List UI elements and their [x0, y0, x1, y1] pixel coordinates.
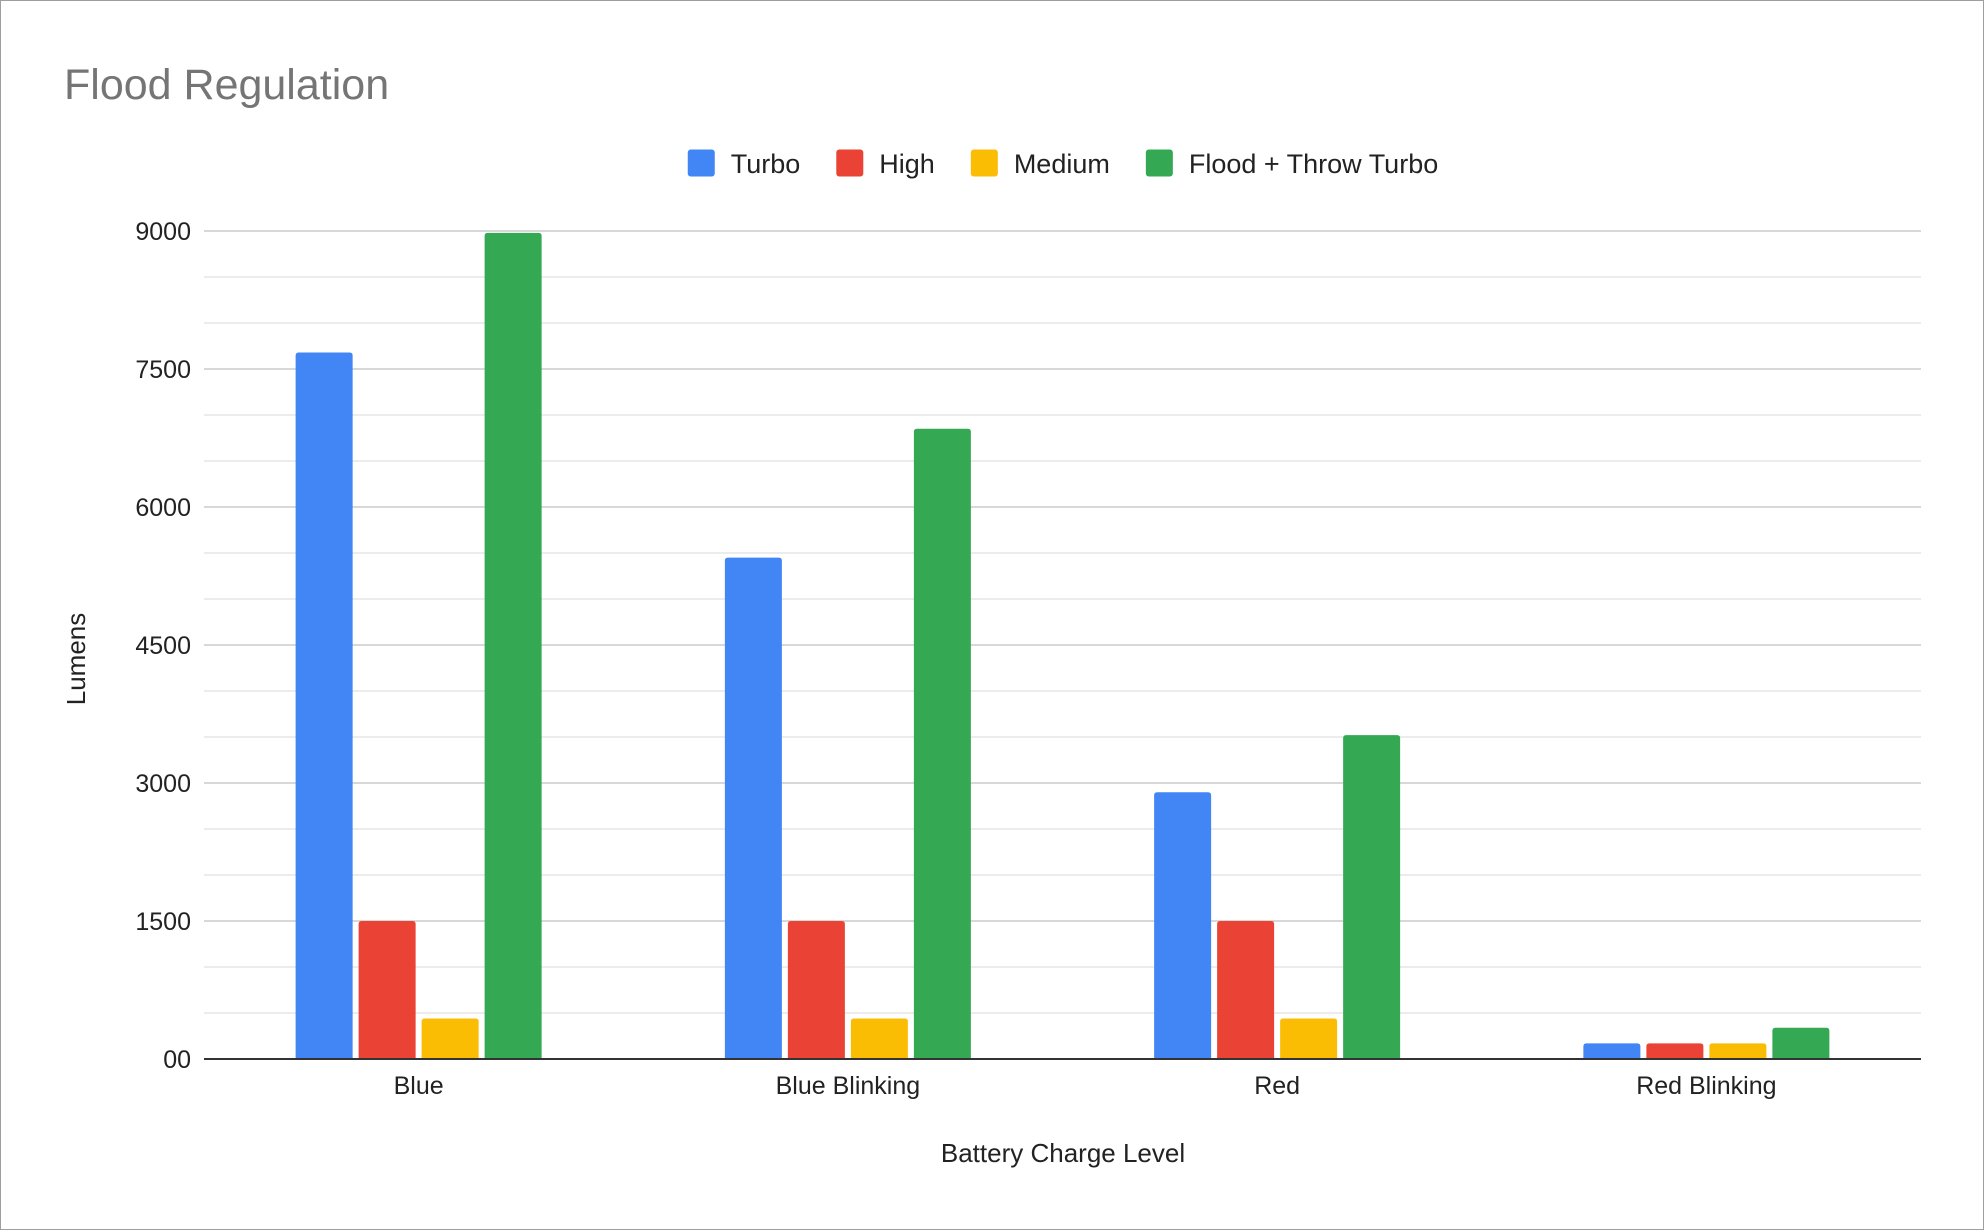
bar-high-red — [1217, 921, 1275, 1059]
bar-flood-throw-turbo-blue — [484, 232, 542, 1060]
y-axis-title: Lumens — [61, 613, 91, 706]
y-tick-label: 7500 — [135, 356, 191, 384]
x-tick-label: Blue — [394, 1072, 444, 1100]
bar-turbo-red — [1154, 792, 1212, 1059]
y-tick-label: 4500 — [135, 632, 191, 660]
x-tick-label: Red Blinking — [1636, 1072, 1776, 1100]
bar-medium-red — [1280, 1018, 1338, 1059]
legend-label-high: High — [879, 149, 935, 179]
bar-turbo-blue-blinking — [724, 557, 782, 1059]
chart-title: Flood Regulation — [64, 61, 389, 109]
x-axis-title: Battery Charge Level — [941, 1138, 1185, 1168]
bar-medium-red-blinking — [1709, 1043, 1767, 1059]
legend-label-flood-throw-turbo: Flood + Throw Turbo — [1189, 149, 1438, 179]
legend-swatch-turbo — [687, 149, 715, 177]
legend-swatch-medium — [970, 149, 998, 177]
bar-flood-throw-turbo-red-blinking — [1772, 1027, 1830, 1059]
bar-medium-blue — [421, 1018, 479, 1059]
bar-high-blue — [358, 921, 416, 1059]
legend-swatch-flood-throw-turbo — [1145, 149, 1173, 177]
legend-label-medium: Medium — [1014, 149, 1110, 179]
bar-high-red-blinking — [1646, 1043, 1704, 1059]
bar-high-blue-blinking — [787, 921, 845, 1059]
x-tick-label: Blue Blinking — [776, 1072, 921, 1100]
bar-flood-throw-turbo-blue-blinking — [913, 428, 971, 1059]
legend-label-turbo: Turbo — [731, 149, 801, 179]
bar-turbo-blue — [295, 352, 353, 1059]
x-tick-label: Red — [1254, 1072, 1300, 1100]
y-tick-label: 3000 — [135, 770, 191, 798]
legend-swatch-high — [836, 149, 864, 177]
bar-turbo-red-blinking — [1583, 1043, 1641, 1059]
y-tick-label: 00 — [163, 1046, 191, 1074]
bars — [295, 232, 1830, 1060]
legend: Turbo High Medium Flood + Throw Turbo — [687, 149, 1438, 179]
y-tick-label: 6000 — [135, 494, 191, 522]
bar-flood-throw-turbo-red — [1343, 735, 1401, 1059]
bar-medium-blue-blinking — [850, 1018, 908, 1059]
y-axis-ticks: 00 1500 3000 4500 6000 7500 9000 — [135, 218, 191, 1074]
y-tick-label: 1500 — [135, 908, 191, 936]
gridlines — [204, 230, 1921, 1014]
x-axis-ticks: Blue Blue Blinking Red Red Blinking — [394, 1072, 1777, 1100]
y-tick-label: 9000 — [135, 218, 191, 246]
